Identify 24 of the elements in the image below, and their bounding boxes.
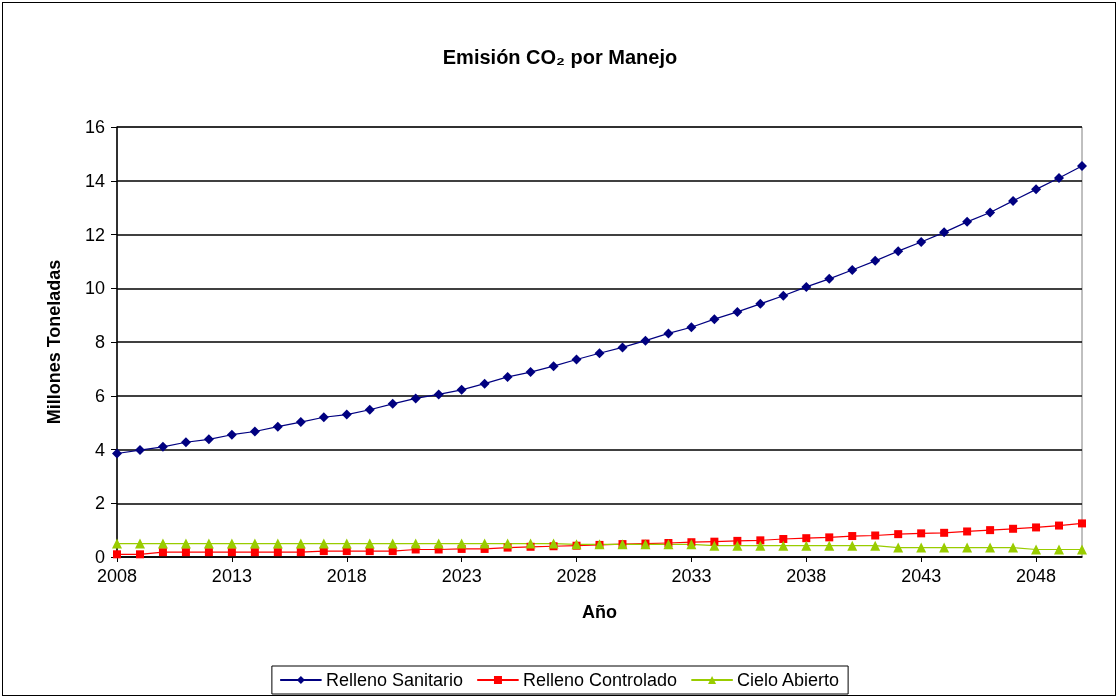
x-tick-label: 2028 xyxy=(556,566,597,586)
y-tick-label: 10 xyxy=(84,278,105,299)
chart-title: Emisión CO₂ por Manejo xyxy=(442,46,678,68)
x-tick-label: 2048 xyxy=(1016,566,1057,586)
y-axis-title: Millones Toneladas xyxy=(44,259,64,425)
x-tick-label: 2023 xyxy=(441,566,482,586)
x-tick-label: 2018 xyxy=(326,566,367,586)
y-tick-label: 16 xyxy=(84,117,105,137)
y-tick-label: 6 xyxy=(94,385,105,406)
x-axis-title: Año xyxy=(582,602,617,622)
y-tick-label: 4 xyxy=(94,439,105,460)
x-tick-label: 2008 xyxy=(96,566,138,586)
x-tick-label: 2038 xyxy=(786,566,827,586)
x-tick-label: 2043 xyxy=(901,566,942,586)
legend-label: Cielo Abierto xyxy=(737,670,840,690)
x-tick-label: 2013 xyxy=(211,566,252,586)
y-tick-label: 2 xyxy=(94,493,105,514)
legend-label: Relleno Controlado xyxy=(522,670,678,690)
y-tick-label: 12 xyxy=(84,224,105,245)
y-tick-label: 0 xyxy=(94,547,105,567)
legend-label: Relleno Sanitario xyxy=(325,670,463,690)
y-tick-label: 14 xyxy=(84,170,105,191)
y-tick-label: 8 xyxy=(94,332,105,352)
x-tick-label: 2033 xyxy=(671,566,712,586)
